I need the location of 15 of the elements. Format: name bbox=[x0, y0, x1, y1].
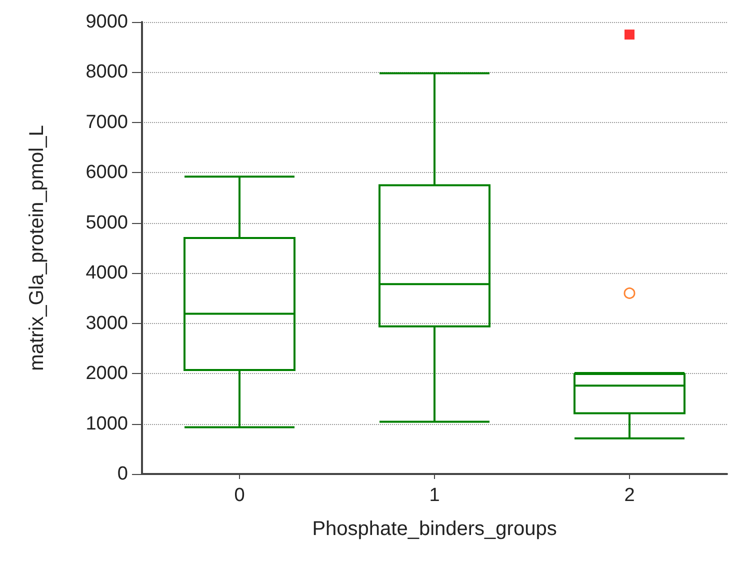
y-tick-label: 0 bbox=[117, 464, 128, 484]
y-tick-label: 2000 bbox=[86, 363, 128, 384]
y-tick-label: 1000 bbox=[86, 413, 128, 434]
x-tick-label: 2 bbox=[624, 485, 635, 506]
y-tick-label: 9000 bbox=[86, 12, 128, 32]
x-axis-title: Phosphate_binders_groups bbox=[312, 518, 557, 540]
y-tick-label: 5000 bbox=[86, 212, 128, 234]
y-tick-label: 4000 bbox=[86, 262, 128, 284]
x-tick-label: 0 bbox=[234, 485, 245, 506]
y-tick-label: 8000 bbox=[86, 62, 128, 83]
y-tick-label: 6000 bbox=[86, 162, 128, 184]
x-tick-label: 1 bbox=[429, 485, 440, 506]
y-tick-label: 7000 bbox=[86, 112, 128, 133]
y-tick-label: 3000 bbox=[86, 312, 128, 334]
y-axis-title: matrix_Gla_protein_pmol_L bbox=[26, 125, 48, 371]
